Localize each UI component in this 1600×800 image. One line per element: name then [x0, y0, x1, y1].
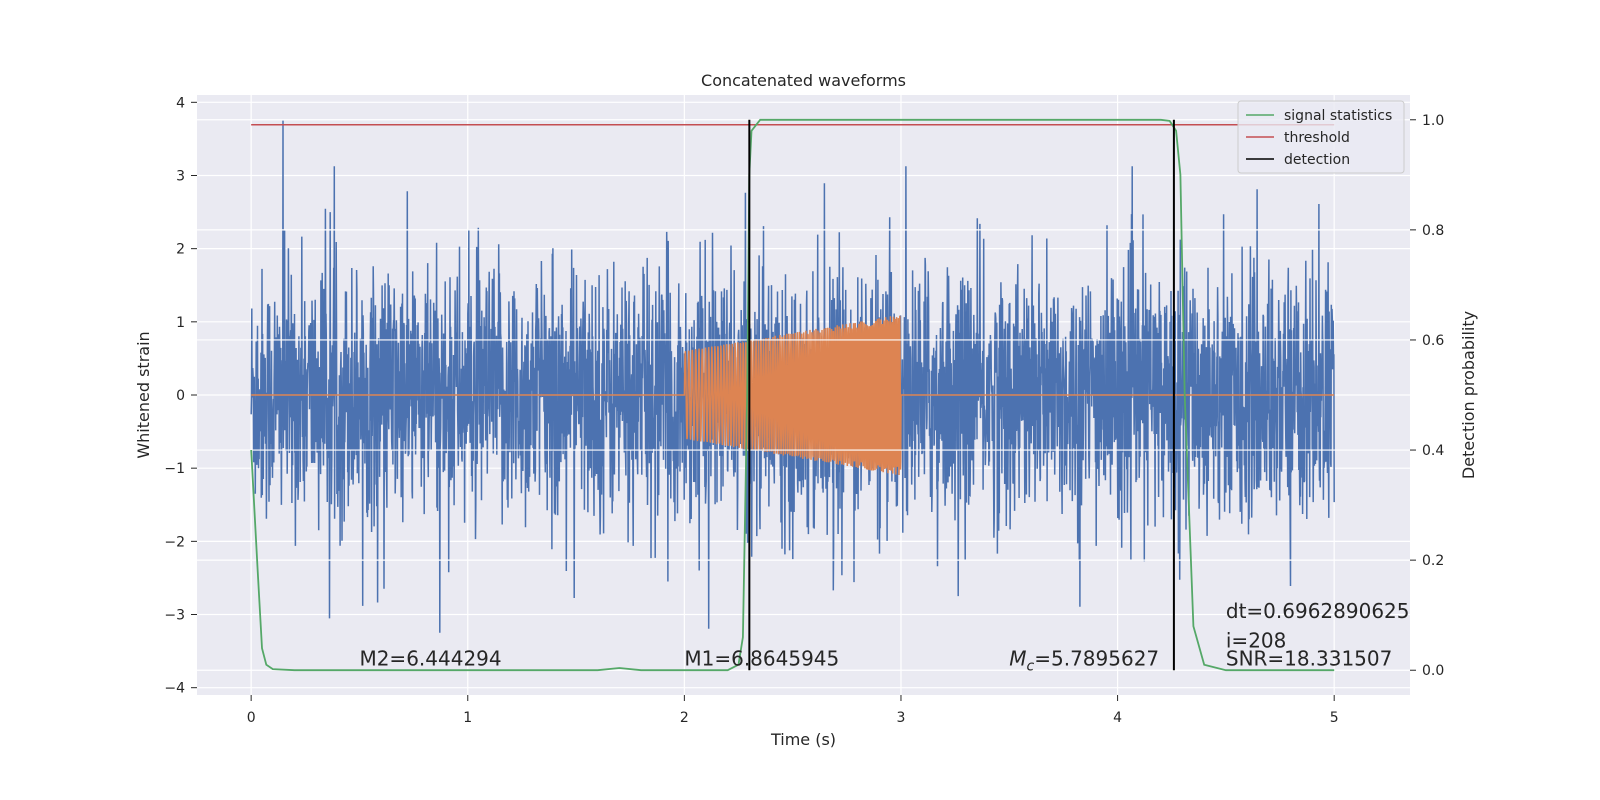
x-tick-label: 0: [247, 710, 256, 726]
y2-tick-label: 0.4: [1422, 443, 1444, 459]
y-tick-label: −4: [164, 681, 185, 697]
y-tick-label: −3: [164, 608, 185, 624]
x-axis-label: Time (s): [770, 730, 836, 749]
x-tick-label: 2: [680, 710, 689, 726]
annotation-label: M2=6.444294: [359, 647, 501, 671]
y2-tick-label: 0.0: [1422, 663, 1444, 679]
annotation-label: Mc=5.7895627: [1009, 647, 1159, 675]
y2-tick-label: 1.0: [1422, 113, 1444, 129]
annotation-label: SNR=18.331507: [1226, 647, 1392, 671]
strain-layer: [250, 120, 1335, 633]
legend-item-signal-statistics: signal statistics: [1284, 108, 1392, 124]
overlay-layer: [197, 118, 1410, 672]
y-tick-label: 2: [176, 242, 185, 258]
x-tick-label: 3: [897, 710, 906, 726]
y-axis: −4 −3 −2 −1 0 1 2 3 4: [164, 95, 197, 697]
y-tick-label: 1: [176, 315, 185, 331]
x-axis: 0 1 2 3 4 5: [247, 695, 1339, 726]
annotation-label: i=208: [1226, 628, 1287, 652]
legend-item-threshold: threshold: [1284, 130, 1350, 146]
strain-line: [250, 120, 1335, 633]
waveform-line: [251, 315, 1335, 476]
x-tick-label: 4: [1113, 710, 1122, 726]
annotation-label: dt=0.6962890625: [1226, 599, 1410, 623]
y-tick-label: 4: [176, 95, 185, 111]
y-tick-label: −1: [164, 461, 185, 477]
y2-tick-label: 0.8: [1422, 223, 1444, 239]
y2-tick-label: 0.6: [1422, 333, 1444, 349]
chart-title: Concatenated waveforms: [701, 71, 906, 90]
legend: signal statistics threshold detection: [1237, 100, 1405, 174]
signal-statistics-line: [250, 118, 1335, 672]
y-tick-label: 3: [176, 168, 185, 184]
legend-item-detection: detection: [1284, 152, 1350, 168]
annotations: M2=6.444294 M1=6.8645945 Mc=5.7895627 dt=0.…: [359, 599, 1409, 675]
y2-tick-label: 0.2: [1422, 553, 1444, 569]
annotation-label: M1=6.8645945: [684, 647, 839, 671]
y-tick-label: −2: [164, 534, 185, 550]
secondary-y-axis-label: Detection probability: [1459, 311, 1478, 479]
y-axis-label: Whitened strain: [134, 331, 153, 458]
x-tick-label: 1: [463, 710, 472, 726]
legend-box: [1237, 100, 1405, 174]
y-tick-label: 0: [176, 388, 185, 404]
x-tick-label: 5: [1330, 710, 1339, 726]
secondary-y-axis: 0.0 0.2 0.4 0.6 0.8 1.0: [1410, 113, 1444, 679]
